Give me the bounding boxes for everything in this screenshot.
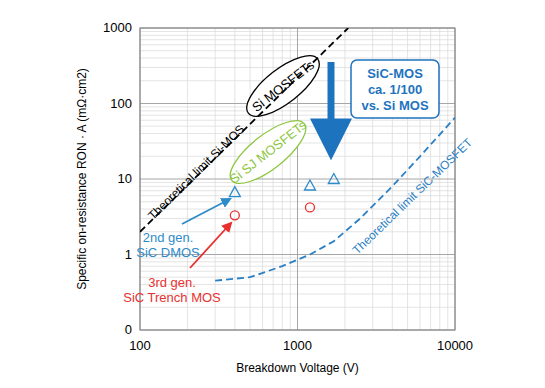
- annotation: Si SJ MOSFETs: [221, 110, 316, 194]
- plot-data: [140, 28, 455, 281]
- annotation-text: Si MOSFETs: [249, 57, 317, 115]
- annotation-line: vs. Si MOS: [361, 98, 429, 113]
- x-tick-label: 100: [129, 338, 151, 353]
- annotation-line: ca. 1/100: [368, 82, 422, 97]
- series-label-text: 3rd gen.SiC Trench MOS: [123, 275, 221, 305]
- x-tick-label: 10000: [437, 338, 473, 353]
- y-tick-label: 10: [118, 171, 132, 186]
- y-axis-label: Specific on-resistance RON · A (mΩ·cm2): [75, 68, 89, 290]
- label-arrow: [190, 223, 231, 268]
- series-point: [328, 174, 339, 184]
- y-tick-label: 1000: [103, 20, 132, 35]
- series-label-line: 2nd gen.: [143, 230, 194, 245]
- annotation-text: SiC-MOSca. 1/100vs. Si MOS: [361, 66, 429, 113]
- series-label: Theoretical limit SiC-MOSFET: [350, 135, 476, 257]
- annotation-line: SiC-MOS: [367, 66, 423, 81]
- series-label-text: Theoretical limit Si-MOS: [145, 122, 247, 223]
- annotation-line: Si MOSFETs: [249, 57, 317, 115]
- x-tick-label: 1000: [283, 338, 312, 353]
- annotation: Si MOSFETs: [238, 46, 328, 127]
- series-point: [230, 211, 239, 220]
- series-label: 2nd gen.SiC DMOS: [136, 230, 200, 260]
- series-point: [304, 180, 315, 190]
- label-arrow: [182, 199, 230, 224]
- series-label-text: 2nd gen.SiC DMOS: [136, 230, 200, 260]
- background: [0, 0, 545, 388]
- series-label-text: Theoretical limit SiC-MOSFET: [350, 135, 476, 257]
- plot-frame: [140, 28, 455, 330]
- annotation-ellipse: [221, 110, 314, 193]
- series-point: [229, 187, 240, 197]
- series-label-line: SiC Trench MOS: [123, 290, 221, 305]
- grid: [140, 28, 455, 330]
- series-label: Theoretical limit Si-MOS: [145, 122, 247, 223]
- y-tick-label: 100: [110, 96, 132, 111]
- chart: 100 1000 10000 0 1 10 100 1000 Breakdown Voltage…: [0, 0, 545, 388]
- series-label: 3rd gen.SiC Trench MOS: [123, 275, 221, 305]
- series-label-line: 3rd gen.: [148, 275, 196, 290]
- annotation: SiC-MOSca. 1/100vs. Si MOS: [351, 60, 439, 118]
- series-label-line: Theoretical limit SiC-MOSFET: [350, 135, 476, 257]
- y-tick-label: 1: [125, 247, 132, 262]
- series-line: [140, 28, 348, 232]
- series-point: [305, 203, 314, 212]
- series-label-line: SiC DMOS: [136, 245, 200, 260]
- series-label-line: Theoretical limit Si-MOS: [145, 122, 247, 223]
- annotation-box: [351, 60, 439, 118]
- reduction-arrow: [328, 62, 335, 152]
- y-tick-label: 0: [125, 322, 132, 337]
- annotation-ellipse: [238, 46, 328, 127]
- x-axis-label: Breakdown Voltage (V): [236, 361, 359, 375]
